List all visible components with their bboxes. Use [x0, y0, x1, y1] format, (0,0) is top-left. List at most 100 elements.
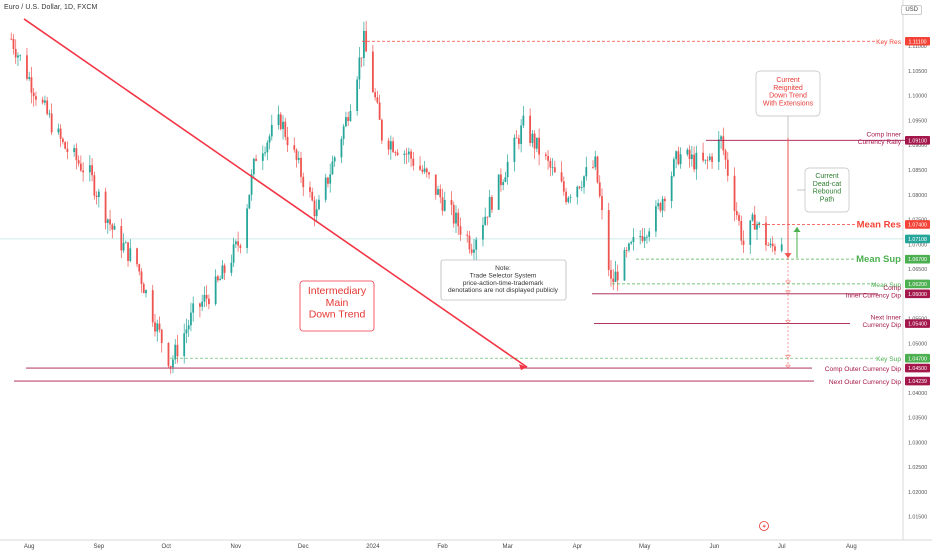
candle-body [309, 187, 311, 192]
y-tick-label: 1.07000 [908, 242, 927, 248]
candle-body [659, 203, 662, 211]
candle-body [232, 244, 235, 263]
candle-body [749, 220, 752, 245]
candle-body [583, 176, 585, 188]
x-tick-label: Apr [573, 544, 582, 550]
candle-body [405, 153, 408, 155]
down-trend-line [23, 18, 528, 368]
candle-body [753, 214, 756, 230]
price-tag [905, 353, 930, 363]
candle-body [672, 159, 675, 176]
candle-body [486, 216, 489, 218]
candle-body [601, 196, 603, 210]
candle-body [733, 175, 736, 212]
candle-body [551, 167, 554, 169]
candle-body [529, 115, 532, 143]
candle-body [423, 168, 426, 172]
candle-body [46, 100, 49, 114]
y-tick-label: 1.03000 [908, 440, 927, 446]
candle-body [607, 209, 610, 270]
candle-body [504, 177, 507, 182]
price-tag [905, 363, 930, 373]
candle-body [648, 231, 651, 237]
candle-body [365, 30, 368, 52]
x-tick-label: Jul [778, 544, 786, 550]
candle-body [221, 265, 224, 279]
candle-body [192, 303, 195, 313]
candle-body [32, 92, 35, 97]
candle-body [252, 158, 255, 175]
x-tick-label: Aug [24, 544, 35, 550]
candle-body [284, 121, 287, 137]
level-label: Mean Res [857, 219, 901, 230]
candle-body [223, 265, 226, 273]
candle-body [75, 148, 78, 161]
candle-body [437, 189, 439, 195]
candle-body [145, 290, 147, 294]
bullish-callout-text: Current Dead-cat Rebound Path [813, 173, 842, 204]
candle-body [111, 224, 114, 230]
candle-body [410, 151, 412, 159]
candle-body [277, 114, 280, 126]
currency-button[interactable]: USD [901, 5, 922, 15]
candle-body [484, 216, 487, 225]
price-tag-label: 1.07400 [908, 223, 927, 229]
candle-body [392, 141, 394, 153]
candle-body [522, 115, 525, 126]
candle-body [520, 125, 523, 144]
candle-body [706, 159, 709, 161]
candle-body [562, 181, 565, 192]
candle-body [246, 208, 248, 248]
price-tag [905, 376, 930, 386]
candle-body [702, 152, 704, 161]
price-axis-bg [903, 0, 932, 550]
candle-body [488, 196, 491, 218]
candle-body [300, 157, 302, 177]
candle-body [19, 55, 22, 57]
candle-body [97, 191, 100, 198]
candle-body [237, 241, 240, 246]
candle-body [677, 151, 680, 165]
candle-body [506, 161, 509, 178]
candle-body [356, 79, 359, 111]
candle-body [35, 96, 37, 100]
candle-body [311, 191, 314, 201]
candle-body [596, 156, 599, 183]
candle-body [313, 200, 316, 217]
candle-body [765, 222, 767, 246]
level-label: Next Outer Currency Dip [829, 379, 902, 386]
candle-body [264, 152, 266, 154]
candle-body [129, 248, 132, 261]
candle-body [136, 248, 138, 265]
level-label: Key Sup [876, 356, 901, 363]
y-tick-label: 1.10500 [908, 69, 927, 75]
candle-body [91, 165, 93, 176]
candle-body [425, 168, 428, 173]
y-tick-label: 1.08500 [908, 168, 927, 174]
x-tick-label: Jun [709, 544, 719, 550]
y-tick-label: 1.08000 [908, 193, 927, 199]
candle-body [441, 197, 444, 211]
candle-body [466, 234, 469, 236]
last-price-label: 1.07108 [908, 237, 927, 243]
candle-body [695, 152, 698, 170]
trend-label-box [299, 280, 375, 332]
candle-body [30, 77, 33, 93]
candle-body [64, 142, 67, 149]
candle-body [439, 189, 442, 198]
candle-body [203, 294, 206, 302]
candle-body [293, 145, 296, 150]
candle-body [675, 151, 678, 160]
candle-body [704, 159, 707, 161]
candle-body [82, 170, 85, 173]
price-tag [905, 220, 930, 229]
candle-body [455, 212, 457, 224]
candle-body [767, 245, 770, 246]
candle-body [127, 242, 129, 261]
candle-body [347, 117, 350, 121]
y-tick-label: 1.09000 [908, 143, 927, 149]
candle-body [421, 169, 424, 172]
candle-body [726, 159, 729, 176]
chart-title: Euro / U.S. Dollar, 1D, FXCM [4, 4, 98, 11]
